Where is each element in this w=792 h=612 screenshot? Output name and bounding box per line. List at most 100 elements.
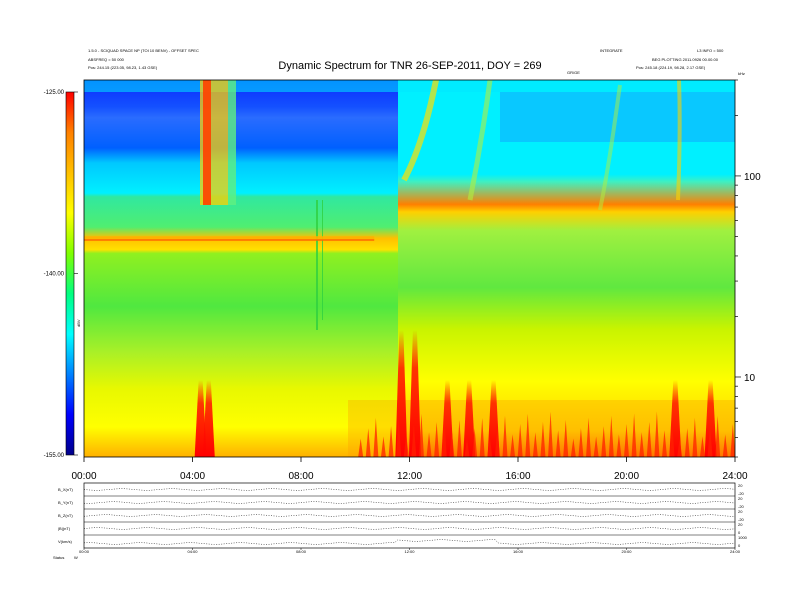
ancillary-range-bottom: 0	[738, 543, 741, 548]
burst-spike	[654, 411, 660, 457]
burst-spike	[388, 426, 394, 457]
header-left-line1: 1.5.0 - SCIQUAD SPACE NP (TOI 10 BENV) -…	[88, 48, 199, 53]
ancillary-series-label: V(km/s)	[58, 539, 72, 544]
header-right-line4: Pos: 245.18 (224.19, 98.28, 2.17 GSE)	[636, 65, 706, 70]
y-tick-label: 10	[744, 373, 756, 384]
burst-spike	[677, 438, 683, 457]
burst-spike	[456, 419, 462, 457]
ancillary-series-label: B_Y(nT)	[58, 500, 74, 505]
colorbar-tick-label: -140.00	[44, 272, 65, 278]
axis-corner-label: kHz	[738, 71, 745, 76]
burst-spike	[532, 432, 538, 457]
burst-spike	[631, 413, 637, 457]
ancillary-x-tick-label: 04:00	[187, 549, 198, 554]
burst-spike	[472, 428, 478, 457]
burst-spike	[616, 434, 622, 457]
status-value: W	[74, 555, 78, 560]
burst-spike	[570, 438, 576, 457]
burst-spike	[601, 426, 607, 457]
header-small-label: GR/GE	[567, 70, 580, 75]
colorbar	[65, 91, 75, 456]
burst-spike	[593, 436, 599, 457]
burst-spike	[418, 413, 424, 457]
ancillary-x-tick-label: 00:00	[79, 549, 90, 554]
burst-spike	[699, 436, 705, 457]
colorbar-tick-label: -155.00	[44, 453, 65, 459]
burst-spike	[684, 428, 690, 457]
burst-spike	[563, 419, 569, 457]
plasma-line	[84, 239, 375, 241]
x-tick-label: 00:00	[71, 471, 96, 482]
ancillary-panel: B_X(nT)20-20B_Y(nT)20-20B_Z(nT)20-20|B|(…	[58, 482, 748, 554]
burst	[202, 380, 215, 457]
ancillary-x-tick-label: 24:00	[730, 549, 741, 554]
burst-spike	[517, 424, 523, 457]
ancillary-range-bottom: -20	[738, 504, 745, 509]
ancillary-trace	[83, 501, 736, 504]
ancillary-range-top: 20	[738, 522, 743, 527]
burst-spike	[380, 436, 386, 457]
burst-spike	[510, 434, 516, 457]
x-tick-label: 04:00	[180, 471, 205, 482]
burst-spike	[707, 426, 713, 457]
ancillary-series-label: B_Z(nT)	[58, 513, 73, 518]
ancillary-range-top: 20	[738, 483, 743, 488]
ancillary-x-tick-label: 08:00	[296, 549, 307, 554]
burst-spike	[396, 415, 402, 457]
ancillary-frame	[83, 482, 736, 549]
x-tick-label: 08:00	[288, 471, 313, 482]
burst-spike	[525, 413, 531, 457]
burst-spike	[426, 432, 432, 457]
ancillary-x-tick-label: 20:00	[621, 549, 632, 554]
ancillary-range-bottom: -20	[738, 491, 745, 496]
burst-spike	[715, 415, 721, 457]
x-tick-label: 12:00	[397, 471, 422, 482]
burst-spike	[639, 432, 645, 457]
burst-spike	[494, 426, 500, 457]
burst-group	[194, 330, 735, 457]
ancillary-trace	[83, 527, 736, 530]
burst-spike	[411, 424, 417, 457]
burst-spike	[441, 411, 447, 457]
status-label: Status	[53, 555, 64, 560]
colorbar-ticks: -125.00 -140.00 -155.00	[44, 90, 78, 459]
ancillary-range-top: 1000	[738, 535, 748, 540]
header-right-line1: INTEGRATE	[600, 48, 623, 53]
burst	[704, 380, 717, 457]
y-tick-label: 100	[744, 172, 761, 183]
plasma-line	[84, 236, 375, 241]
burst-spike	[608, 415, 614, 457]
burst-spike	[555, 430, 561, 457]
chart-title: Dynamic Spectrum for TNR 26-SEP-2011, DO…	[278, 60, 541, 72]
x-tick-label: 16:00	[505, 471, 530, 482]
burst-spike	[502, 415, 508, 457]
burst-spike	[578, 428, 584, 457]
ancillary-series-label: |B|(nT)	[58, 526, 71, 531]
burst-spike	[403, 434, 409, 457]
burst-spike	[540, 421, 546, 457]
ancillary-x-tick-label: 12:00	[404, 549, 415, 554]
burst-spike	[624, 424, 629, 457]
burst-spike	[487, 436, 493, 457]
burst	[463, 380, 476, 457]
burst-spike	[449, 430, 455, 457]
x-axis: 00:00 04:00 08:00 12:00 16:00 20:00 24:00	[71, 457, 748, 482]
spectrogram	[84, 80, 735, 457]
burst-spike	[548, 411, 554, 457]
ancillary-series-label: B_X(nT)	[58, 487, 74, 492]
ancillary-trace	[83, 539, 736, 545]
burst-spike	[365, 428, 371, 457]
ancillary-trace	[83, 514, 735, 517]
burst-spike	[730, 423, 735, 457]
x-tick-label: 20:00	[614, 471, 639, 482]
burst-spike	[464, 438, 470, 457]
burst-spike	[661, 430, 667, 457]
burst-spike	[586, 417, 592, 457]
burst	[194, 380, 207, 457]
ancillary-range-bottom: 0	[738, 530, 741, 535]
header-left-line2: ABSFREQ = 50 000	[88, 57, 125, 62]
ancillary-x-tick-label: 16:00	[513, 549, 524, 554]
burst-spike	[722, 434, 728, 457]
burst-spike	[692, 417, 698, 457]
